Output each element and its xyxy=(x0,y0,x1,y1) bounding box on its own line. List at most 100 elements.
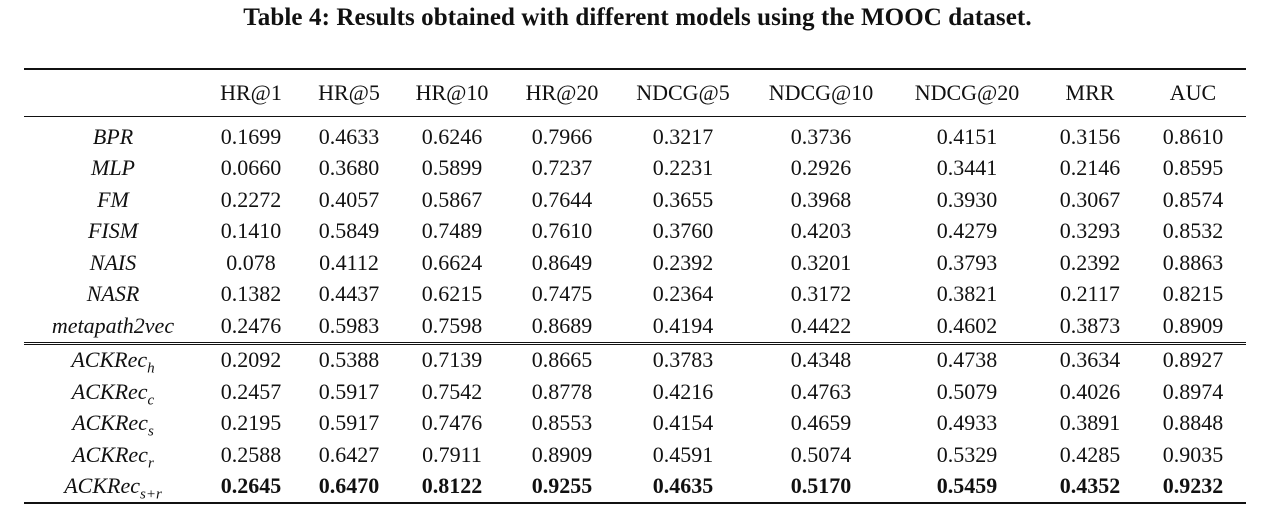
metric-value-cell: 0.5917 xyxy=(318,378,380,404)
metric-value-cell: 0.8689 xyxy=(531,312,593,338)
metric-value-cell: 0.0660 xyxy=(220,155,282,181)
metric-value-cell: 0.3217 xyxy=(652,123,714,149)
model-variant-subscript: r xyxy=(147,455,154,472)
metric-value-cell: 0.4026 xyxy=(1059,378,1121,404)
metric-value-cell: 0.3634 xyxy=(1040,341,1140,376)
metric-value-cell: 0.7475 xyxy=(531,281,593,307)
metric-value-cell: 0.4112 xyxy=(319,249,379,275)
metric-value-cell: 0.8848 xyxy=(1162,410,1224,436)
model-name-cell: ACKRecs xyxy=(24,408,202,440)
metric-value-cell: 0.2092 xyxy=(202,341,300,376)
metric-value-cell: 0.7476 xyxy=(421,410,483,436)
metric-value-cell: 0.6427 xyxy=(318,441,380,467)
metric-value-cell: 0.5074 xyxy=(790,441,852,467)
metric-value-cell: 0.8665 xyxy=(506,341,618,376)
metric-value-cell: 0.5079 xyxy=(936,378,998,404)
model-name-cell: NASR xyxy=(24,279,202,311)
header-cell: AUC xyxy=(1140,68,1246,117)
metric-value-cell: 0.3821 xyxy=(936,281,998,307)
metric-value-cell: 0.3067 xyxy=(1059,186,1121,212)
header-row: HR@1 HR@5 HR@10 HR@20 NDCG@5 NDCG@10 NDCG@20 MR… xyxy=(24,68,1246,117)
metric-value-cell: 0.4057 xyxy=(318,186,380,212)
metric-value-cell: 0.4352 xyxy=(1040,470,1140,504)
header-cell: HR@20 xyxy=(506,68,618,117)
metric-value-cell: 0.7966 xyxy=(531,123,593,149)
model-name-cell: FISM xyxy=(24,216,202,248)
metric-value-cell: 0.3156 xyxy=(1059,123,1121,149)
metric-value-cell: 0.3736 xyxy=(790,123,852,149)
metric-value-cell: 0.4763 xyxy=(790,378,852,404)
metric-value-cell: 0.3930 xyxy=(936,186,998,212)
metric-value-cell: 0.2364 xyxy=(652,281,714,307)
metric-value-cell: 0.2392 xyxy=(1059,249,1121,275)
metric-value-cell: 0.4602 xyxy=(936,312,998,338)
model-name: MLP xyxy=(91,155,135,181)
metric-value-cell: 0.6624 xyxy=(421,249,483,275)
metric-value-cell: 0.7139 xyxy=(398,341,506,376)
metric-value-cell: 0.7610 xyxy=(531,218,593,244)
metric-value-cell: 0.4633 xyxy=(318,123,380,149)
table-row: NAIS 0.078 0.4112 0.6624 0.8649 0.2392 0.3201 0… xyxy=(24,247,1246,279)
header-cell: HR@1 xyxy=(202,68,300,117)
metric-value-cell: 0.5329 xyxy=(936,441,998,467)
model-name: ACKRec xyxy=(71,378,148,404)
model-name: NAIS xyxy=(89,249,137,275)
header-cell: NDCG@10 xyxy=(748,68,894,117)
metric-value-cell: 0.4738 xyxy=(894,341,1040,376)
model-name-cell: ACKRecr xyxy=(24,439,202,471)
model-variant-subscript: s xyxy=(147,423,154,440)
metric-value-cell: 0.3680 xyxy=(318,155,380,181)
metric-value-cell: 0.5170 xyxy=(748,470,894,504)
table-row: FM 0.2272 0.4057 0.5867 0.7644 0.3655 0.3968 0.… xyxy=(24,184,1246,216)
metric-value-cell: 0.2457 xyxy=(220,378,282,404)
metric-value-cell: 0.5983 xyxy=(318,312,380,338)
table-row: ACKRech 0.2092 0.5388 0.7139 0.8665 0.3783 0.4… xyxy=(24,341,1246,377)
model-name-cell: FM xyxy=(24,184,202,216)
metric-value-cell: 0.8553 xyxy=(531,410,593,436)
model-variant-subscript: c xyxy=(147,392,155,409)
metric-value-cell: 0.2272 xyxy=(220,186,282,212)
metric-value-cell: 0.7598 xyxy=(421,312,483,338)
metric-value-cell: 0.9035 xyxy=(1162,441,1224,467)
model-name: FISM xyxy=(87,218,139,244)
header-cell-model xyxy=(24,68,202,117)
metric-value-cell: 0.2476 xyxy=(220,312,282,338)
model-name: FM xyxy=(97,186,129,212)
model-name: ACKRec xyxy=(72,410,148,436)
model-name-cell: BPR xyxy=(24,117,202,153)
metric-value-cell: 0.2231 xyxy=(652,155,714,181)
metric-value-cell: 0.4151 xyxy=(936,123,998,149)
metric-value-cell: 0.3968 xyxy=(790,186,852,212)
table-row: BPR 0.1699 0.4633 0.6246 0.7966 0.3217 0.3736 0… xyxy=(24,117,1246,153)
metric-value-cell: 0.3891 xyxy=(1059,410,1121,436)
header-cell: HR@5 xyxy=(300,68,398,117)
model-name-cell: ACKRecs+r xyxy=(24,470,202,504)
metric-value-cell: 0.5899 xyxy=(421,155,483,181)
metric-value-cell: 0.8122 xyxy=(398,470,506,504)
header-cell: NDCG@20 xyxy=(894,68,1040,117)
metric-value-cell: 0.4933 xyxy=(936,410,998,436)
metric-value-cell: 0.8574 xyxy=(1162,186,1224,212)
metric-value-cell: 0.4203 xyxy=(790,218,852,244)
model-name: metapath2vec xyxy=(51,312,175,338)
metric-value-cell: 0.8863 xyxy=(1162,249,1224,275)
metric-value-cell: 0.3293 xyxy=(1059,218,1121,244)
metric-value-cell: 0.4216 xyxy=(652,378,714,404)
table-row: MLP 0.0660 0.3680 0.5899 0.7237 0.2231 0.2926 0… xyxy=(24,153,1246,185)
model-name-cell: ACKRecc xyxy=(24,376,202,408)
model-variant-subscript: h xyxy=(147,360,155,377)
metric-value-cell: 0.2146 xyxy=(1059,155,1121,181)
model-name-cell: MLP xyxy=(24,153,202,185)
metric-value-cell: 0.8909 xyxy=(1162,312,1224,338)
metric-value-cell: 0.7237 xyxy=(531,155,593,181)
model-name: ACKRec xyxy=(64,473,140,499)
metric-value-cell: 0.7911 xyxy=(422,441,482,467)
metric-value-cell: 0.8778 xyxy=(531,378,593,404)
table-row: ACKRecs 0.2195 0.5917 0.7476 0.8553 0.4154 0.4… xyxy=(24,408,1246,440)
metric-value-cell: 0.5459 xyxy=(894,470,1040,504)
model-name: BPR xyxy=(92,123,134,149)
metric-value-cell: 0.4285 xyxy=(1059,441,1121,467)
metric-value-cell: 0.5388 xyxy=(300,341,398,376)
metric-value-cell: 0.3760 xyxy=(652,218,714,244)
metric-value-cell: 0.3783 xyxy=(618,341,748,376)
